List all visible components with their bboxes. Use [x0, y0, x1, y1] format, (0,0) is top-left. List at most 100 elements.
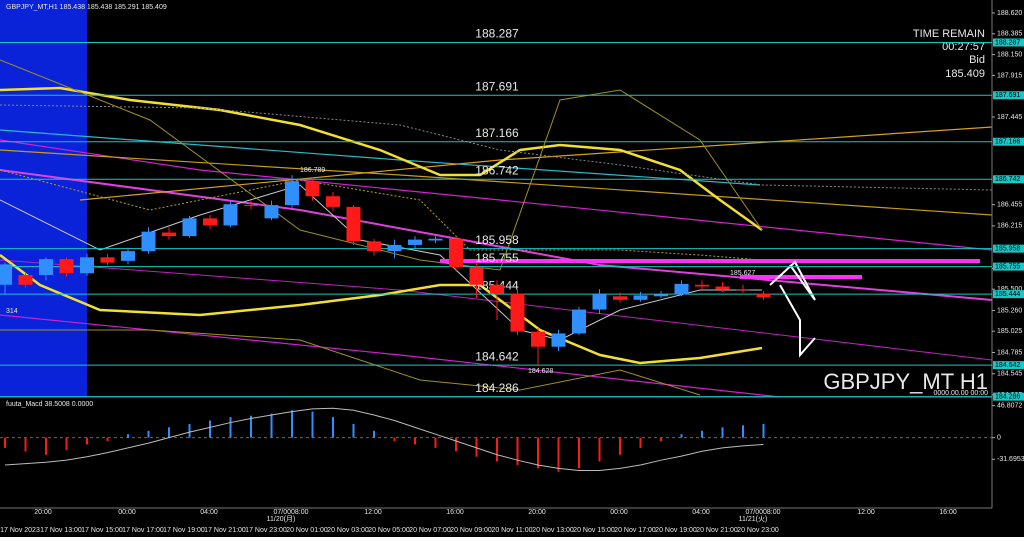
axis-level-box	[993, 290, 1024, 299]
candle-body	[736, 289, 750, 291]
arrow	[769, 260, 816, 301]
x-tick-label: 04:00	[692, 509, 710, 516]
candle-body	[203, 218, 217, 226]
date-label: 17 Nov 23:00	[245, 527, 287, 534]
candle-body	[572, 309, 586, 334]
candle-body	[387, 244, 402, 252]
trend-line	[79, 126, 993, 201]
x-tick-label: 07/0008:00	[273, 509, 308, 516]
x-tick-label: 16:00	[939, 509, 957, 516]
level-label: 184.286	[475, 381, 519, 395]
cloud-line	[0, 104, 993, 191]
cloud-line	[0, 169, 763, 261]
date-label: 20 Nov 13:00	[532, 527, 574, 534]
date-label: 20 Nov 19:00	[655, 527, 697, 534]
date-label: 20 Nov 23:00	[737, 527, 779, 534]
axis-level-label: 185.958	[995, 245, 1020, 252]
candle-body	[449, 238, 463, 268]
axis-level-label: 184.642	[995, 362, 1020, 369]
level-label: 186.742	[475, 163, 519, 177]
y-tick-label: 186.215	[997, 223, 1022, 230]
candle-body	[695, 284, 709, 287]
axis-level-label: 185.444	[995, 291, 1020, 298]
y-tick-label: 188.150	[997, 51, 1022, 58]
candle-body	[756, 293, 771, 298]
x-tick-label: 04:00	[200, 509, 218, 516]
date-label: 20 Nov 07:00	[409, 527, 451, 534]
axis-level-box	[993, 262, 1024, 271]
macd-title: fuuta_Macd 38.5008 0.0000	[6, 401, 93, 408]
date-label: 20 Nov 09:00	[450, 527, 492, 534]
candle-body	[531, 331, 545, 347]
candle-body	[121, 251, 135, 261]
date-label: 17 Nov 19:00	[163, 527, 205, 534]
price-note: 185.627	[730, 270, 755, 277]
candle-body	[80, 257, 94, 274]
macd-tick-label: 0	[997, 434, 1001, 441]
candle-body	[510, 293, 525, 332]
x-tick-label: 00:00	[610, 509, 628, 516]
date-label: 17 Nov 2023	[0, 527, 40, 534]
y-tick-label: 187.915	[997, 72, 1022, 79]
day-label: 11/21(火)	[739, 515, 768, 523]
x-tick-label: 20:00	[34, 509, 52, 516]
candle-body	[490, 284, 504, 294]
y-tick-label: 188.620	[997, 10, 1022, 17]
candle-body	[469, 267, 484, 285]
date-note: 0000.00.00 00:00	[934, 390, 989, 397]
candle-body	[182, 218, 197, 237]
axis-level-box	[993, 38, 1024, 47]
level-label: 185.755	[475, 251, 519, 265]
highlight-zone	[0, 0, 87, 397]
candle-body	[346, 206, 361, 242]
axis-level-label: 187.166	[995, 139, 1020, 146]
date-label: 20 Nov 01:00	[286, 527, 328, 534]
moving-average	[0, 254, 763, 365]
time-remain: 00:27:57	[942, 41, 985, 53]
axis-level-box	[993, 91, 1024, 100]
trend-line	[0, 139, 993, 251]
bid: 185.409	[945, 68, 985, 80]
date-label: 20 Nov 03:00	[327, 527, 369, 534]
date-label: 20 Nov 15:00	[573, 527, 615, 534]
axis-level-box	[993, 244, 1024, 253]
trend-line	[0, 149, 993, 216]
axis-level-label: 184.286	[995, 393, 1020, 400]
candle-body	[367, 241, 381, 252]
moving-average	[0, 86, 763, 232]
bid-label: Bid	[969, 54, 985, 66]
time-remain-label: TIME REMAIN	[913, 28, 985, 40]
date-label: 17 Nov 15:00	[81, 527, 123, 534]
axis-level-box	[993, 392, 1024, 401]
candle-body	[428, 238, 443, 241]
y-tick-label: 185.260	[997, 307, 1022, 314]
level-label: 188.287	[475, 27, 519, 41]
price-note: 186.789	[300, 167, 325, 174]
trend-line	[0, 259, 993, 361]
y-tick-label: 184.545	[997, 371, 1022, 378]
band-line	[0, 329, 701, 396]
candle-body	[244, 205, 258, 207]
level-label: 187.691	[475, 79, 519, 93]
candle-body	[162, 232, 176, 237]
date-label: 20 Nov 11:00	[491, 527, 532, 534]
candle-body	[18, 275, 33, 285]
axis-level-box	[993, 175, 1024, 184]
x-tick-label: 07/0008:00	[745, 509, 780, 516]
macd-tick-label: 46.8072	[997, 402, 1022, 409]
candle-body	[223, 204, 238, 226]
candle-body	[654, 294, 668, 297]
candle-body	[592, 293, 607, 310]
axis-level-label: 186.742	[995, 176, 1020, 183]
date-label: 17 Nov 17:00	[122, 527, 164, 534]
indicators	[0, 59, 993, 398]
candle-body	[633, 295, 648, 300]
candle-body	[408, 239, 422, 245]
x-tick-label: 00:00	[118, 509, 136, 516]
axis-level-label: 188.287	[995, 39, 1020, 46]
date-label: 17 Nov 21:00	[204, 527, 246, 534]
date-label: 20 Nov 21:00	[696, 527, 738, 534]
chart-title: GBPJPY_MT,H1 185.438 185.438 185.291 185…	[6, 4, 167, 11]
level-label: 184.642	[475, 349, 519, 363]
